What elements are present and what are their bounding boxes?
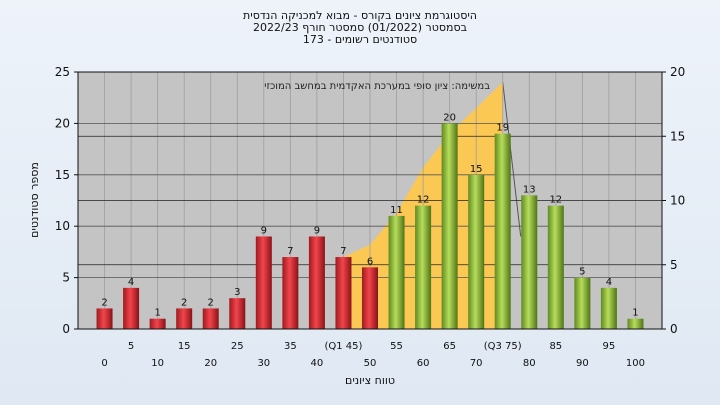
x-tick-label: 15 [178,341,191,352]
y-tick-label: 25 [55,65,70,79]
y-tick-label: 15 [55,168,70,182]
y-tick-label: 0 [62,322,70,336]
bar-value-label: 15 [470,164,483,175]
bar-value-label: 11 [390,205,403,216]
bar [362,267,378,329]
bar-value-label: 2 [208,297,214,308]
y-axis-label: מספר סטודנטים [28,162,41,238]
y2-tick-label: 10 [670,194,685,208]
bar [149,318,166,329]
bar [335,257,352,329]
bar [547,205,564,329]
chart-subtitle-2: סטודנטים רשומים - 173 [302,33,418,46]
y2-tick-label: 0 [670,322,678,336]
bar-value-label: 1 [632,308,638,319]
y-tick-label: 20 [55,116,70,130]
x-tick-label: 0 [101,358,107,369]
x-tick-label: 50 [364,358,377,369]
area-annotation: במשימה: ציון סופי במערכת האקדמית במחשב ה… [264,81,490,92]
bar [415,205,432,329]
chart-subtitle-1: בסמסטר (01/2022) סמסטר חורף 2022/23 [253,21,467,34]
chart-titles: היסטוגרמת ציונים בקורס - מבוא למכניקה הנ… [0,10,720,46]
bar-value-label: 1 [154,308,160,319]
bar [96,308,113,329]
bar-value-label: 5 [579,267,585,278]
x-tick-label: 65 [443,341,456,352]
bar-value-label: 4 [606,277,612,288]
bar [494,133,511,329]
x-tick-label: 30 [257,358,270,369]
bar [229,298,246,329]
bar-value-label: 7 [340,246,346,257]
bar-value-label: 19 [496,123,509,134]
bar-value-label: 12 [417,195,430,206]
chart-title: היסטוגרמת ציונים בקורס - מבוא למכניקה הנ… [243,9,477,22]
x-tick-label: 55 [390,341,403,352]
y2-tick-label: 5 [670,258,678,272]
x-tick-label: 10 [151,358,164,369]
x-tick-label: (Q1 45) [324,341,362,352]
x-tick-label: 20 [204,358,217,369]
bar [521,195,538,329]
bar [308,236,325,329]
bar [574,277,591,329]
x-tick-label: 70 [470,358,483,369]
bar [176,308,193,329]
bar [441,123,458,330]
bar [202,308,219,329]
bar-value-label: 4 [128,277,134,288]
bar [468,174,485,329]
x-tick-label: 60 [417,358,430,369]
x-tick-label: (Q3 75) [484,341,522,352]
y-tick-label: 10 [55,219,70,233]
y-tick-label: 5 [62,271,70,285]
x-tick-label: 35 [284,341,297,352]
bar [388,215,405,329]
bar-value-label: 9 [261,225,267,236]
x-tick-label: 100 [626,358,645,369]
y2-tick-label: 20 [670,65,685,79]
x-tick-label: 5 [128,341,134,352]
bar-value-label: 9 [314,225,320,236]
x-tick-label: 85 [549,341,562,352]
x-tick-label: 25 [231,341,244,352]
x-tick-label: 40 [311,358,324,369]
bar-value-label: 12 [549,195,562,206]
x-tick-label: 90 [576,358,589,369]
y2-tick-label: 15 [670,129,685,143]
bar [282,257,299,329]
bar-value-label: 20 [443,112,456,123]
x-tick-label: 95 [603,341,616,352]
bar [123,287,140,329]
bar-value-label: 13 [523,184,536,195]
bar-value-label: 6 [367,256,373,267]
bar-value-label: 3 [234,287,240,298]
area-edge-line [502,82,522,237]
bar-value-label: 2 [101,297,107,308]
bar [255,236,272,329]
bar [600,287,617,329]
bar [627,318,644,329]
x-tick-label: 80 [523,358,536,369]
x-axis-label: טווח ציונים [345,374,395,387]
bar-value-label: 7 [287,246,293,257]
bar-value-label: 2 [181,297,187,308]
